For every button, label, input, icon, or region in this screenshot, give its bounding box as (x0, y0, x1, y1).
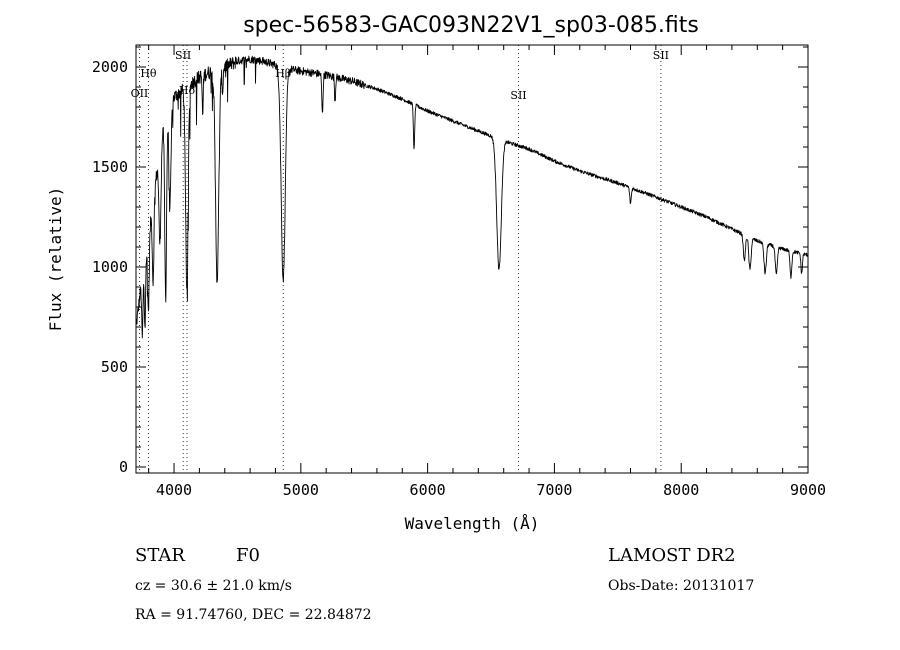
obs-date-text: Obs-Date: 20131017 (608, 578, 754, 594)
line-marker-label: SII (653, 49, 669, 62)
x-tick-label: 7000 (536, 481, 572, 499)
x-axis: 4000 5000 6000 7000 8000 9000 (148, 45, 826, 499)
plot-frame (135, 44, 809, 474)
x-tick-label: 6000 (410, 481, 446, 499)
line-marker-label: Hθ (140, 67, 157, 80)
y-axis: 0 500 1000 1500 2000 (92, 46, 808, 476)
y-tick-label: 2000 (92, 58, 128, 76)
y-tick-label: 500 (101, 358, 128, 376)
redshift-text: cz = 30.6 ± 21.0 km/s (135, 578, 292, 594)
survey-name: LAMOST DR2 (608, 545, 736, 566)
line-marker-label: SII (175, 49, 191, 62)
chart-title: spec-56583-GAC093N22V1_sp03-085.fits (243, 13, 699, 38)
x-tick-label: 9000 (790, 481, 826, 499)
x-axis-label: Wavelength (Å) (405, 514, 540, 533)
line-marker-label: SII (510, 89, 526, 102)
x-tick-label: 4000 (156, 481, 192, 499)
object-class: STAR (135, 545, 185, 566)
y-tick-label: 1500 (92, 158, 128, 176)
line-marker-label: OII (131, 87, 149, 100)
radec-text: RA = 91.74760, DEC = 22.84872 (135, 607, 372, 623)
x-tick-label: 5000 (283, 481, 319, 499)
y-axis-label: Flux (relative) (46, 187, 65, 332)
spectrum-line (135, 55, 809, 339)
line-marker-label: Hβ (275, 67, 291, 80)
object-subclass: F0 (236, 545, 260, 566)
y-tick-label: 1000 (92, 258, 128, 276)
x-tick-label: 8000 (663, 481, 699, 499)
y-tick-label: 0 (119, 458, 128, 476)
